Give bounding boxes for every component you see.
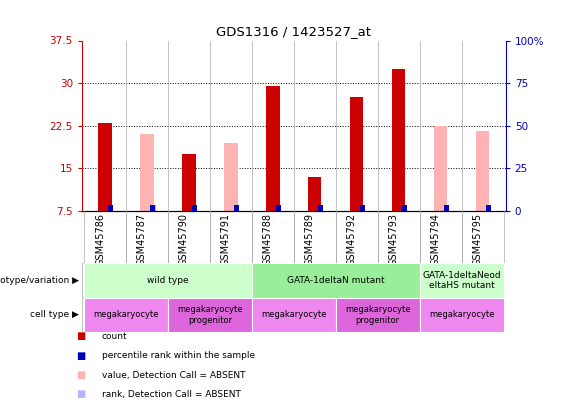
Bar [234,205,240,211]
Text: GSM45794: GSM45794 [431,213,441,266]
Bar [434,126,447,211]
Bar [350,97,363,211]
Bar [360,205,365,211]
Text: GSM45788: GSM45788 [263,213,273,266]
Text: rank, Detection Call = ABSENT: rank, Detection Call = ABSENT [102,390,241,399]
Text: GATA-1deltaNeod
eltaHS mutant: GATA-1deltaNeod eltaHS mutant [422,271,501,290]
Bar [392,69,406,211]
Text: GSM45786: GSM45786 [95,213,105,266]
Bar [224,143,237,211]
Text: ■: ■ [76,390,85,399]
Text: cell type ▶: cell type ▶ [30,310,79,320]
Text: genotype/variation ▶: genotype/variation ▶ [0,276,79,285]
Bar [476,131,489,211]
Text: wild type: wild type [147,276,189,285]
Bar [486,205,491,211]
Bar [266,86,280,211]
Bar [150,205,155,211]
Text: ■: ■ [76,370,85,380]
Text: GSM45795: GSM45795 [472,213,483,266]
Bar [140,134,154,211]
Bar [150,205,155,211]
Bar [192,205,197,211]
Text: GSM45791: GSM45791 [221,213,231,266]
Text: megakaryocyte
progenitor: megakaryocyte progenitor [345,305,410,324]
Text: ■: ■ [76,351,85,360]
Text: ■: ■ [76,331,85,341]
Bar [252,263,420,298]
Bar [252,298,336,332]
Bar [336,298,420,332]
Text: megakaryocyte
progenitor: megakaryocyte progenitor [177,305,242,324]
Bar [168,298,252,332]
Bar [420,263,503,298]
Bar [308,177,321,211]
Bar [84,298,168,332]
Text: GSM45790: GSM45790 [179,213,189,266]
Bar [108,205,113,211]
Bar [444,205,449,211]
Bar [420,298,503,332]
Title: GDS1316 / 1423527_at: GDS1316 / 1423527_at [216,25,371,38]
Text: count: count [102,332,127,341]
Text: GSM45787: GSM45787 [137,213,147,266]
Text: GATA-1deltaN mutant: GATA-1deltaN mutant [287,276,385,285]
Bar [402,205,407,211]
Text: GSM45792: GSM45792 [347,213,357,266]
Bar [444,205,449,211]
Text: megakaryocyte: megakaryocyte [93,310,159,320]
Bar [486,205,490,211]
Bar [318,205,323,211]
Text: percentile rank within the sample: percentile rank within the sample [102,351,255,360]
Bar [276,205,281,211]
Bar [234,205,239,211]
Text: GSM45789: GSM45789 [305,213,315,266]
Text: GSM45793: GSM45793 [389,213,399,266]
Bar [84,263,252,298]
Text: megakaryocyte: megakaryocyte [429,310,494,320]
Bar [182,154,195,211]
Bar [98,123,112,211]
Text: value, Detection Call = ABSENT: value, Detection Call = ABSENT [102,371,245,379]
Text: megakaryocyte: megakaryocyte [261,310,327,320]
